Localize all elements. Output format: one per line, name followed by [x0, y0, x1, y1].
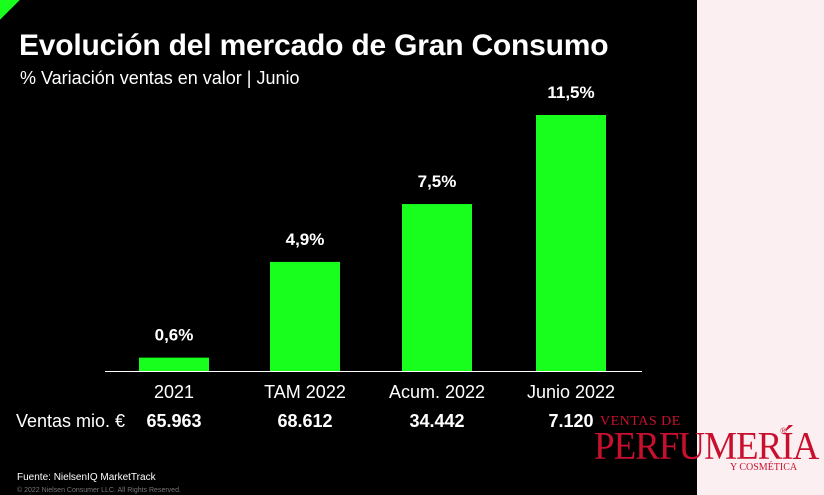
ventas-de-perfumeria-logo: VENTAS DE PERFUMERÍA ® Y COSMÉTICA	[594, 414, 819, 476]
source-note: Fuente: NielsenIQ MarketTrack	[17, 472, 156, 483]
chart-subtitle: % Variación ventas en valor | Junio	[20, 68, 300, 88]
bar-acum-2022	[402, 204, 472, 371]
copyright-note: © 2022 Nielsen Consumer LLC. All Rights …	[17, 487, 181, 494]
sales-value-2021: 65.963	[146, 411, 202, 431]
logo-main-text: PERFUMERÍA	[594, 425, 819, 469]
sales-row-label: Ventas mio. €	[16, 411, 126, 431]
data-label-tam-2022: 4,9%	[286, 230, 325, 249]
x-tick-label-acum-2022: Acum. 2022	[389, 382, 485, 402]
logo-registered-mark: ®	[780, 426, 787, 436]
bar-junio-2022	[536, 115, 606, 371]
x-tick-label-tam-2022: TAM 2022	[264, 382, 346, 402]
data-label-2021: 0,6%	[155, 326, 194, 345]
sales-value-acum-2022: 34.442	[409, 411, 465, 431]
chart-slide: Evolución del mercado de Gran Consumo % …	[0, 0, 697, 495]
data-label-junio-2022: 11,5%	[547, 83, 594, 102]
sales-value-tam-2022: 68.612	[277, 411, 333, 431]
sales-value-junio-2022: 7.120	[548, 411, 594, 431]
chart-title: Evolución del mercado de Gran Consumo	[19, 29, 609, 62]
bar-2021	[139, 357, 209, 371]
bar-chart: 0,6% 2021 4,9% TAM 2022 7,5% Acum. 2022 11,5% J…	[105, 83, 642, 402]
bar-tam-2022	[270, 261, 340, 371]
data-label-acum-2022: 7,5%	[418, 172, 457, 191]
logo-sub-text: Y COSMÉTICA	[730, 462, 798, 473]
x-tick-label-2021: 2021	[154, 382, 194, 402]
logo-top-text: VENTAS DE	[600, 414, 681, 429]
x-tick-label-junio-2022: Junio 2022	[527, 382, 615, 402]
